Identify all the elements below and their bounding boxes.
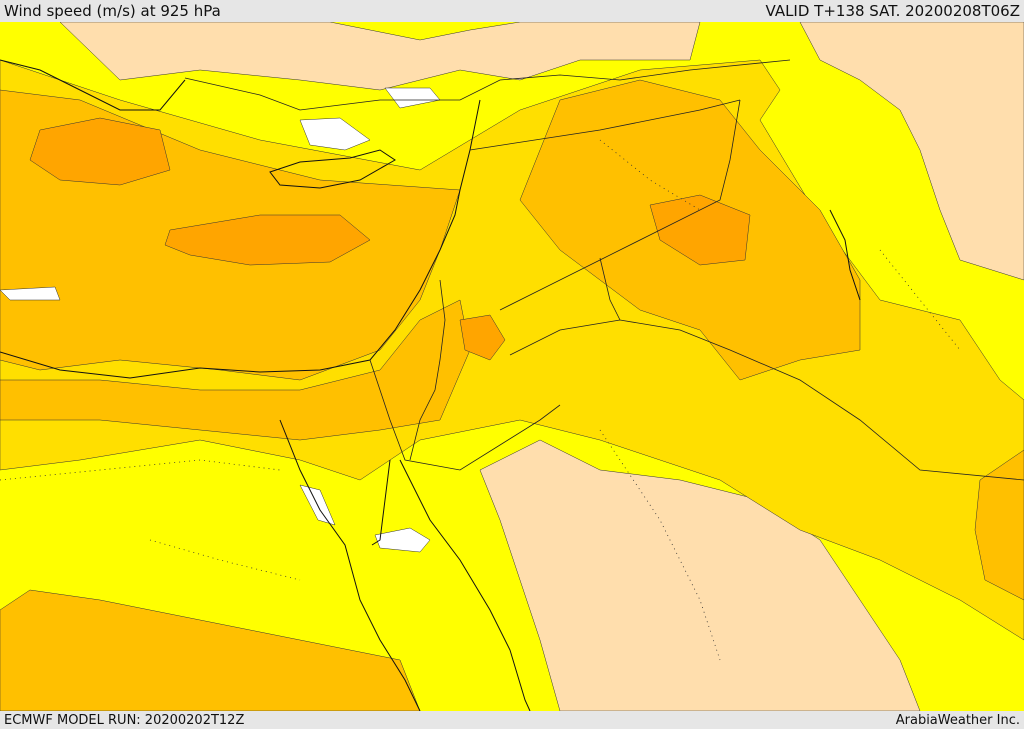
coastlines	[0, 59, 861, 711]
borders	[184, 59, 1024, 481]
credit: ArabiaWeather Inc.	[895, 712, 1020, 728]
calm-zones	[0, 87, 441, 553]
strong-orange-zones	[29, 117, 751, 361]
header-bar: Wind speed (m/s) at 925 hPa VALID T+138 …	[0, 0, 1024, 22]
model-run: ECMWF MODEL RUN: 20200202T12Z	[4, 712, 245, 728]
wind-map[interactable]	[0, 22, 1024, 711]
map-title: Wind speed (m/s) at 925 hPa	[4, 2, 221, 20]
valid-time: VALID T+138 SAT. 20200208T06Z	[765, 2, 1020, 20]
map-canvas	[0, 22, 1024, 711]
footer-bar: ECMWF MODEL RUN: 20200202T12Z ArabiaWeat…	[0, 711, 1024, 729]
dotted-boundaries	[0, 139, 961, 661]
